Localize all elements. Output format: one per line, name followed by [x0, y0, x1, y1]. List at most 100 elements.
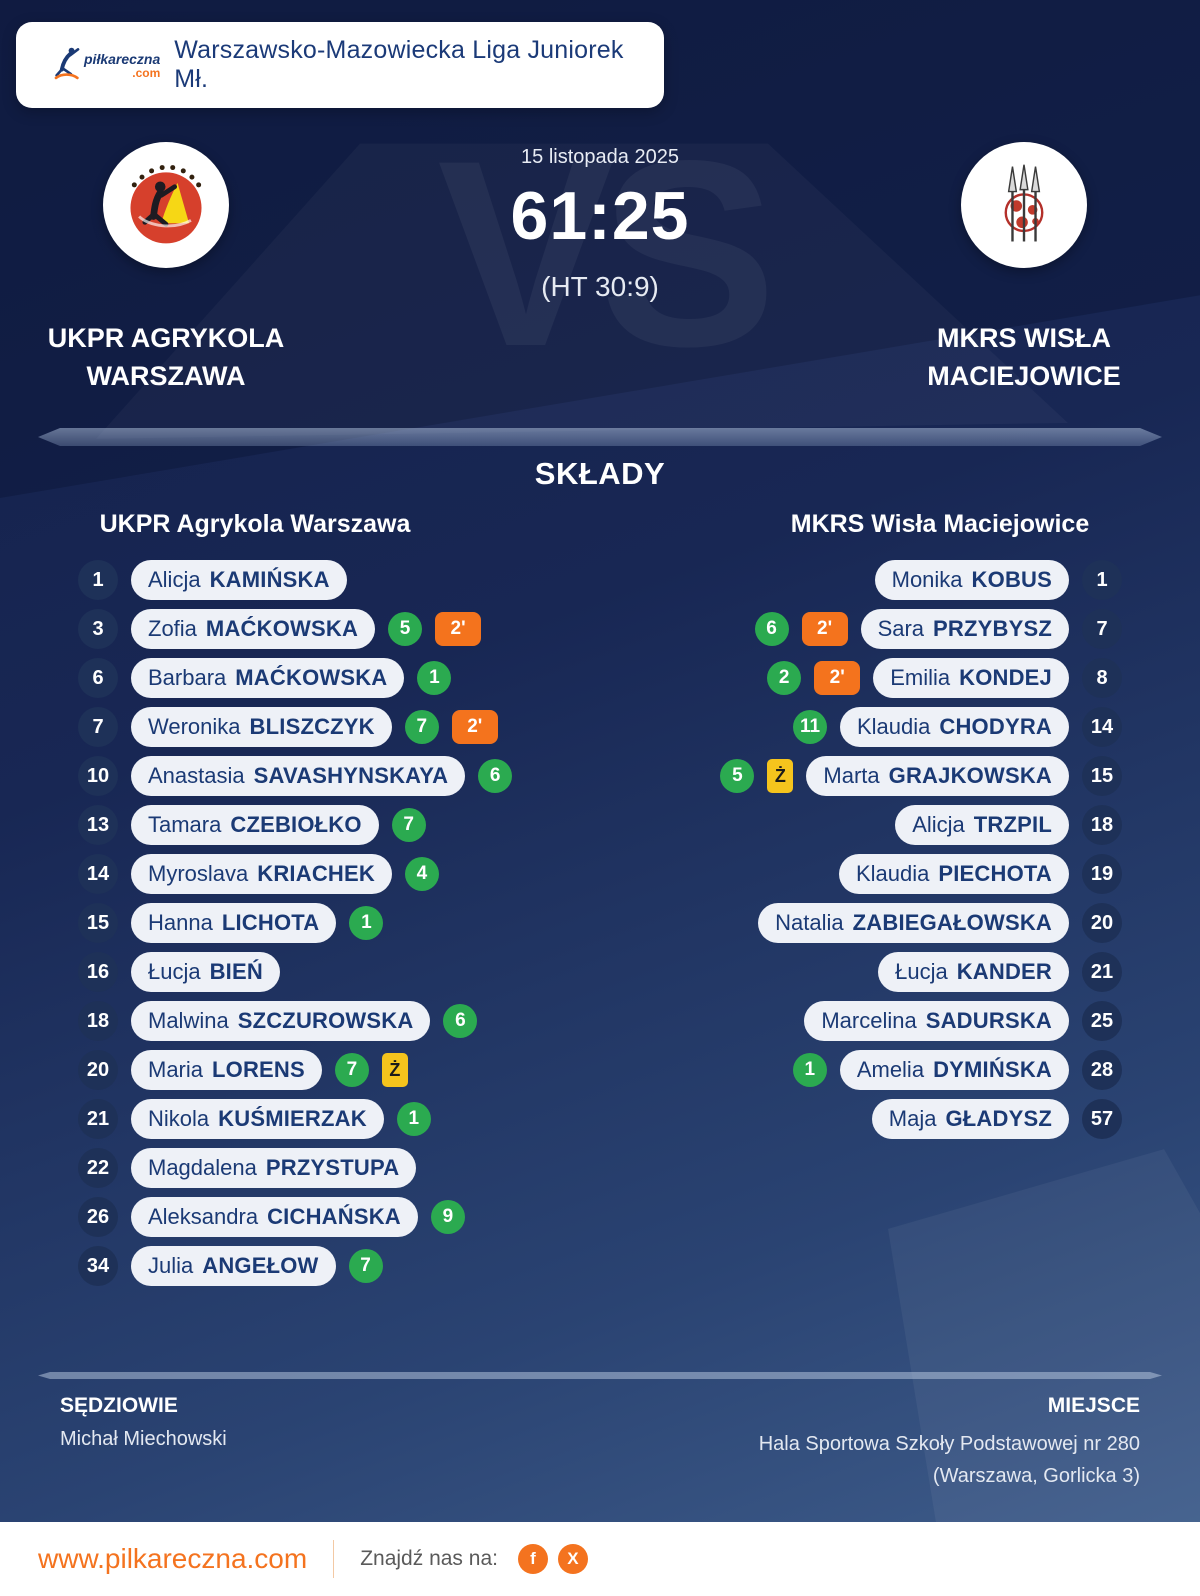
player-first-name: Alicja	[148, 567, 201, 592]
player-last-name: GŁADYSZ	[945, 1106, 1052, 1131]
player-row: 20 Maria LORENS 7 Ż	[78, 1050, 408, 1090]
home-team-block: UKPR AGRYKOLA WARSZAWA	[16, 142, 316, 396]
player-number: 19	[1082, 854, 1122, 894]
site-logo-text: piłkareczna .com	[84, 52, 160, 79]
goals-badge: 6	[478, 759, 513, 793]
player-name-pill: Anastasia SAVASHYNSKAYA	[131, 756, 466, 796]
player-first-name: Natalia	[775, 910, 844, 935]
player-number: 10	[78, 756, 118, 796]
player-last-name: BLISZCZYK	[249, 714, 375, 739]
player-name-pill: Natalia ZABIEGAŁOWSKA	[758, 903, 1069, 943]
lineups-title: SKŁADY	[534, 456, 666, 491]
goals-badge: 11	[792, 710, 827, 744]
player-row: Marcelina SADURSKA 25	[804, 1001, 1122, 1041]
goals-badge: 1	[349, 906, 384, 940]
section-divider	[38, 428, 1162, 446]
goals-badge: 6	[443, 1004, 478, 1038]
goals-badge: 7	[348, 1249, 383, 1283]
league-title: Warszawsko-Mazowiecka Liga Juniorek Mł.	[174, 36, 624, 93]
player-last-name: KAMIŃSKA	[209, 567, 330, 592]
goals-badge: 1	[417, 661, 452, 695]
player-last-name: SZCZUROWSKA	[237, 1008, 414, 1033]
penalty-2min-badge: 2'	[435, 612, 482, 646]
player-number: 26	[78, 1197, 118, 1237]
player-row: 13 Tamara CZEBIOŁKO 7	[78, 805, 426, 845]
player-row: Klaudia PIECHOTA 19	[838, 854, 1122, 894]
player-row: 6 Barbara MAĆKOWSKA 1	[78, 658, 452, 698]
yellow-card-badge: Ż	[381, 1053, 408, 1087]
player-name-pill: Weronika BLISZCZYK	[131, 707, 392, 747]
player-first-name: Klaudia	[855, 861, 930, 886]
player-number: 21	[78, 1099, 118, 1139]
goals-badge: 7	[391, 808, 426, 842]
goals-badge: 7	[334, 1053, 369, 1087]
player-name-pill: Maja GŁADYSZ	[871, 1099, 1069, 1139]
halftime-score: (HT 30:9)	[541, 271, 659, 302]
player-last-name: KOBUS	[971, 567, 1052, 592]
player-row: Łucja KANDER 21	[878, 952, 1122, 992]
player-first-name: Klaudia	[856, 714, 931, 739]
player-first-name: Łucja	[148, 959, 201, 984]
website-link[interactable]: www.pilkareczna.com	[38, 1543, 308, 1574]
venue-text: Hala Sportowa Szkoły Podstawowej nr 280 …	[758, 1433, 1140, 1487]
referees-label: SĘDZIOWIE	[60, 1394, 178, 1417]
player-row: 18 Malwina SZCZUROWSKA 6	[78, 1001, 478, 1041]
roster-home: 1 Alicja KAMIŃSKA 3 Zofia MAĆKOWSKA 5 2' 6 Barbar…	[78, 560, 638, 1295]
player-number: 8	[1082, 658, 1122, 698]
player-row: 5 Ż Marta GRAJKOWSKA 15	[720, 756, 1122, 796]
roster-away: Monika KOBUS 1 6 2' Sara PRZYBYSZ 7 2 2' Emilia KON…	[562, 560, 1122, 1148]
player-last-name: DYMIŃSKA	[933, 1057, 1052, 1082]
player-first-name: Marta	[823, 763, 880, 788]
player-name-pill: Alicja KAMIŃSKA	[131, 560, 347, 600]
player-first-name: Tamara	[148, 812, 222, 837]
vertical-divider	[333, 1540, 335, 1578]
player-last-name: PIECHOTA	[938, 861, 1052, 886]
player-first-name: Barbara	[148, 665, 227, 690]
player-last-name: SADURSKA	[925, 1008, 1052, 1033]
referee-name: Michał Miechowski	[60, 1428, 227, 1450]
penalty-2min-badge: 2'	[801, 612, 848, 646]
player-row: 11 Klaudia CHODYRA 14	[792, 707, 1122, 747]
penalty-2min-badge: 2'	[451, 710, 498, 744]
player-row: 14 Myroslava KRIACHEK 4	[78, 854, 439, 894]
player-first-name: Amelia	[856, 1057, 925, 1082]
vs-watermark: VS	[437, 106, 776, 402]
player-first-name: Malwina	[148, 1008, 229, 1033]
player-last-name: LORENS	[212, 1057, 305, 1082]
player-last-name: ZABIEGAŁOWSKA	[852, 910, 1052, 935]
player-name-pill: Barbara MAĆKOWSKA	[131, 658, 405, 698]
player-first-name: Anastasia	[148, 763, 245, 788]
player-row: 21 Nikola KUŚMIERZAK 1	[78, 1099, 431, 1139]
x-icon[interactable]: X	[557, 1544, 588, 1574]
player-name-pill: Nikola KUŚMIERZAK	[131, 1099, 384, 1139]
player-number: 34	[78, 1246, 118, 1286]
player-row: 1 Amelia DYMIŃSKA 28	[792, 1050, 1122, 1090]
player-number: 1	[78, 560, 118, 600]
player-number: 6	[78, 658, 118, 698]
facebook-icon[interactable]: f	[517, 1544, 548, 1574]
site-logo: piłkareczna .com	[54, 46, 160, 85]
brand-tld: .com	[132, 65, 161, 80]
match-date: 15 listopada 2025	[521, 146, 679, 168]
player-number: 1	[1082, 560, 1122, 600]
player-name-pill: Emilia KONDEJ	[873, 658, 1069, 698]
player-row: Maja GŁADYSZ 57	[871, 1099, 1122, 1139]
player-last-name: MAĆKOWSKA	[235, 665, 388, 690]
player-first-name: Magdalena	[148, 1155, 257, 1180]
player-last-name: KUŚMIERZAK	[218, 1106, 367, 1131]
player-name-pill: Amelia DYMIŃSKA	[839, 1050, 1069, 1090]
find-us-label: Znajdź nas na:	[360, 1547, 498, 1570]
player-first-name: Maja	[888, 1106, 937, 1131]
player-last-name: LICHOTA	[221, 910, 320, 935]
player-name-pill: Myroslava KRIACHEK	[131, 854, 392, 894]
player-row: 16 Łucja BIEŃ	[78, 952, 280, 992]
player-first-name: Łucja	[895, 959, 948, 984]
player-last-name: KONDEJ	[959, 665, 1052, 690]
bottom-bar: www.pilkareczna.com Znajdź nas na: f X	[0, 1522, 1200, 1596]
player-number: 7	[78, 707, 118, 747]
player-last-name: BIEŃ	[209, 959, 263, 984]
player-name-pill: Malwina SZCZUROWSKA	[131, 1001, 431, 1041]
away-team-block: MKRS WISŁA MACIEJOWICE	[874, 142, 1174, 396]
home-roster-header: UKPR Agrykola Warszawa	[99, 510, 411, 538]
player-last-name: KRIACHEK	[257, 861, 375, 886]
